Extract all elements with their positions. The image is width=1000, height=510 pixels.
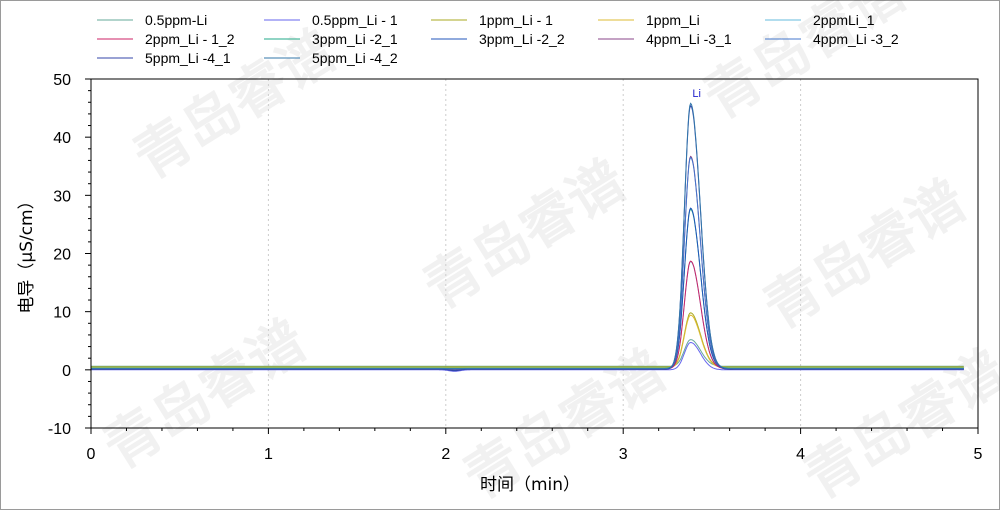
y-tick-label: -10	[48, 421, 71, 438]
legend-entry: 3ppm_Li -2_1	[312, 31, 398, 47]
series-line	[91, 339, 964, 367]
legend-entry: 0.5ppm-Li	[145, 12, 207, 28]
series-line	[91, 312, 964, 368]
legend-entry: 1ppm_Li	[646, 12, 700, 28]
legend-entry: 0.5ppm_Li - 1	[312, 12, 398, 28]
legend-entry: 4ppm_Li -3_1	[646, 31, 732, 47]
plot-border	[90, 78, 979, 429]
series-line	[91, 104, 964, 372]
watermark-text: 青岛睿谱	[413, 148, 637, 322]
y-tick-label: 20	[53, 247, 71, 264]
y-axis: -10 0 10 20 30 40 50	[48, 72, 91, 438]
y-tick-label: 30	[53, 188, 71, 205]
legend-entry: 1ppm_Li - 1	[479, 12, 553, 28]
x-tick-label: 0	[87, 446, 96, 463]
series-line	[91, 208, 964, 369]
x-tick-label: 1	[264, 446, 273, 463]
series-line	[91, 102, 964, 370]
watermark-text: 青岛睿谱	[793, 338, 1000, 510]
x-tick-label: 5	[974, 446, 983, 463]
legend-entry: 5ppm_Li -4_1	[145, 50, 231, 66]
peak-label-li: Li	[692, 88, 701, 100]
legend-entry: 2ppmLi_1	[813, 12, 875, 28]
legend-entry: 2ppm_Li - 1_2	[145, 31, 235, 47]
y-tick-label: 0	[62, 363, 71, 380]
series-line	[91, 314, 964, 368]
y-tick-label: 10	[53, 305, 71, 322]
x-tick-label: 2	[441, 446, 450, 463]
x-axis-title: 时间（min）	[480, 475, 580, 495]
legend: 0.5ppm-Li 0.5ppm_Li - 1 1ppm_Li - 1 1ppm_Li…	[97, 12, 899, 66]
y-axis-title: 电导（μS/cm）	[17, 192, 37, 313]
watermark-text: 青岛睿谱	[93, 308, 317, 482]
y-tick-label: 40	[53, 130, 71, 147]
x-tick-label: 4	[796, 446, 805, 463]
legend-entry: 5ppm_Li -4_2	[312, 50, 398, 66]
watermark-text: 青岛睿谱	[693, 0, 917, 132]
x-tick-label: 3	[619, 446, 628, 463]
y-tick-label: 50	[53, 72, 71, 89]
plot-area	[90, 78, 979, 429]
watermark-text: 青岛睿谱	[753, 168, 977, 342]
legend-entry: 4ppm_Li -3_2	[813, 31, 899, 47]
series-layer	[91, 102, 964, 372]
legend-entry: 3ppm_Li -2_2	[479, 31, 565, 47]
